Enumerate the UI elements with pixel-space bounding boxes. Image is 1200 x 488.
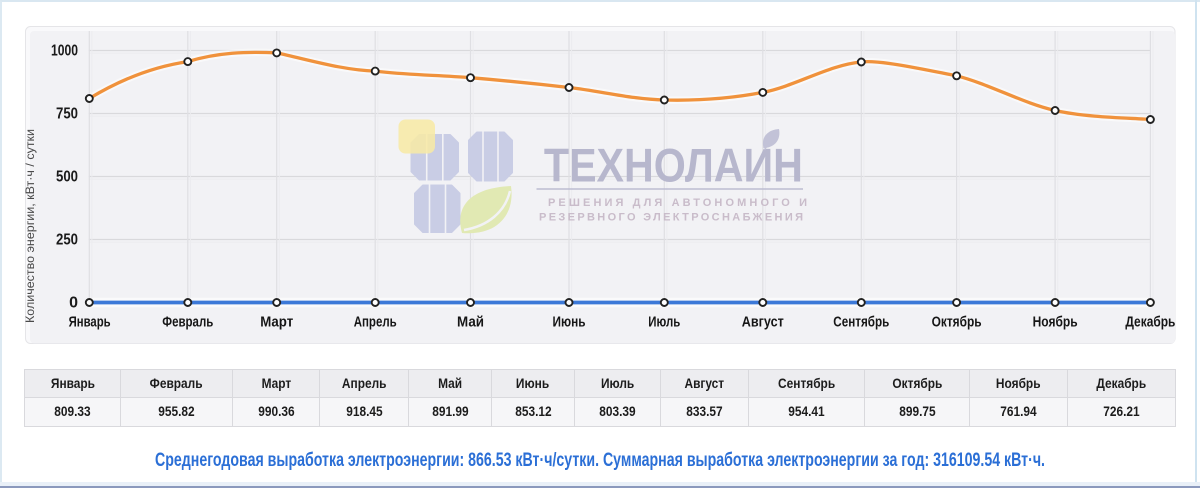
svg-text:Ноябрь: Ноябрь	[1033, 315, 1078, 331]
svg-text:Декабрь: Декабрь	[1125, 315, 1175, 331]
svg-text:РЕШЕНИЯ ДЛЯ АВТОНОМНОГО И: РЕШЕНИЯ ДЛЯ АВТОНОМНОГО И	[548, 197, 807, 209]
svg-text:Июль: Июль	[648, 315, 680, 331]
svg-text:Март: Март	[260, 315, 293, 331]
svg-text:0: 0	[69, 295, 78, 312]
svg-text:Январь: Январь	[69, 315, 111, 331]
svg-text:Количество энергии, кВт·ч / су: Количество энергии, кВт·ч / сутки	[23, 129, 37, 323]
svg-text:Июнь: Июнь	[553, 315, 586, 331]
svg-text:Май: Май	[457, 315, 484, 331]
svg-text:Август: Август	[742, 315, 784, 331]
svg-text:250: 250	[56, 232, 78, 249]
svg-text:500: 500	[56, 169, 78, 186]
svg-text:750: 750	[56, 106, 78, 123]
svg-text:ТЕХНОЛАИН: ТЕХНОЛАИН	[544, 139, 803, 192]
svg-text:1000: 1000	[51, 43, 78, 60]
svg-text:Февраль: Февраль	[162, 315, 213, 331]
svg-text:Среднегодовая выработка электр: Среднегодовая выработка электроэнергии: …	[155, 450, 1045, 471]
svg-text:Октябрь: Октябрь	[932, 315, 982, 331]
svg-text:Апрель: Апрель	[354, 315, 397, 331]
svg-text:Сентябрь: Сентябрь	[833, 315, 889, 331]
